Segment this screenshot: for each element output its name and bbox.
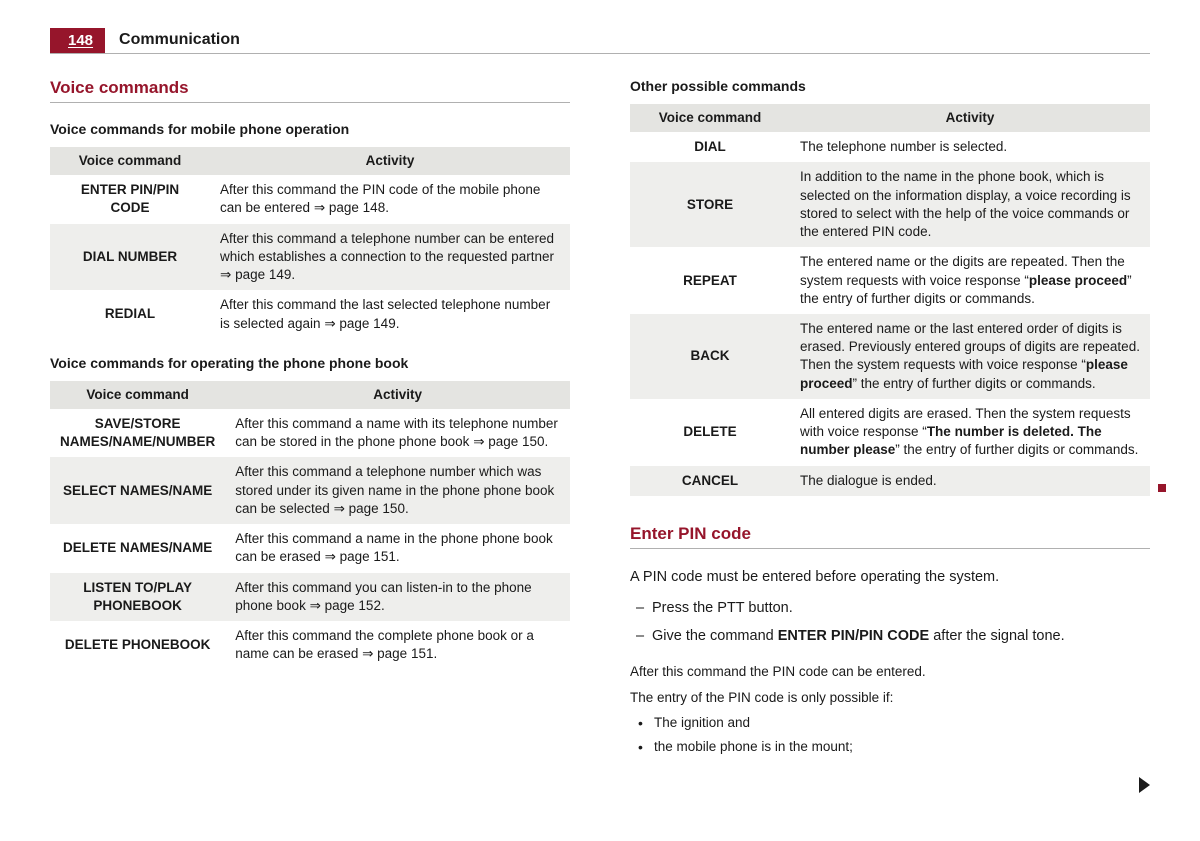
voice-command-cell: REDIAL [50,290,210,338]
table3-col0: Voice command [630,104,790,132]
voice-command-cell: DELETE PHONEBOOK [50,621,225,669]
pin-after2: The entry of the PIN code is only possib… [630,688,1150,708]
pin-intro: A PIN code must be entered before operat… [630,567,1150,589]
voice-command-cell: CANCEL [630,466,790,496]
table2-row: SAVE/STORE NAMES/NAME/NUMBERAfter this c… [50,409,570,457]
table3-row: DELETEAll entered digits are erased. The… [630,399,1150,466]
table1-caption: Voice commands for mobile phone operatio… [50,121,570,137]
list-item: the mobile phone is in the mount; [630,737,1150,757]
activity-cell: After this command the complete phone bo… [225,621,570,669]
table3-caption: Other possible commands [630,78,1150,94]
voice-command-cell: LISTEN TO/PLAY PHONEBOOK [50,573,225,621]
table2-col1: Activity [225,381,570,409]
section-enter-pin: Enter PIN code [630,524,1150,549]
table1-row: ENTER PIN/PIN CODEAfter this command the… [50,175,570,223]
table2-row: LISTEN TO/PLAY PHONEBOOKAfter this comma… [50,573,570,621]
table1-row: DIAL NUMBERAfter this command a telephon… [50,224,570,291]
activity-cell: After this command a telephone number ca… [210,224,570,291]
section-voice-commands: Voice commands [50,78,570,103]
pin-conditions-list: The ignition and the mobile phone is in t… [630,713,1150,758]
table2-caption: Voice commands for operating the phone p… [50,355,570,371]
activity-cell: After this command the PIN code of the m… [210,175,570,223]
table3-col1: Activity [790,104,1150,132]
table-other-commands: Voice command Activity DIALThe telephone… [630,104,1150,496]
voice-command-cell: DELETE NAMES/NAME [50,524,225,572]
activity-cell: The dialogue is ended. [790,466,1150,496]
list-item: The ignition and [630,713,1150,733]
voice-command-cell: SAVE/STORE NAMES/NAME/NUMBER [50,409,225,457]
voice-command-cell: REPEAT [630,247,790,314]
continue-arrow-icon [1139,777,1150,793]
activity-cell: After this command the last selected tel… [210,290,570,338]
list-item: Give the command ENTER PIN/PIN CODE afte… [630,626,1150,648]
chapter-title: Communication [119,31,240,51]
table2-row: SELECT NAMES/NAMEAfter this command a te… [50,457,570,524]
table-mobile-operation: Voice command Activity ENTER PIN/PIN COD… [50,147,570,339]
voice-command-cell: SELECT NAMES/NAME [50,457,225,524]
page-number-badge: 148 [50,28,105,53]
activity-cell: After this command a name with its telep… [225,409,570,457]
activity-cell: After this command a name in the phone p… [225,524,570,572]
table3-row: STOREIn addition to the name in the phon… [630,162,1150,247]
activity-cell: In addition to the name in the phone boo… [790,162,1150,247]
table1-col1: Activity [210,147,570,175]
voice-command-cell: DIAL [630,132,790,162]
activity-cell: The telephone number is selected. [790,132,1150,162]
activity-cell: After this command you can listen-in to … [225,573,570,621]
table2-row: DELETE PHONEBOOKAfter this command the c… [50,621,570,669]
activity-cell: The entered name or the digits are repea… [790,247,1150,314]
list-item: Press the PTT button. [630,598,1150,620]
page-header: 148 Communication [50,28,1150,54]
table1-col0: Voice command [50,147,210,175]
section-end-marker-icon [1158,484,1166,492]
table3-row: REPEATThe entered name or the digits are… [630,247,1150,314]
table3-row: CANCELThe dialogue is ended. [630,466,1150,496]
table2-row: DELETE NAMES/NAMEAfter this command a na… [50,524,570,572]
pin-steps-list: Press the PTT button. Give the command EN… [630,598,1150,648]
voice-command-cell: ENTER PIN/PIN CODE [50,175,210,223]
activity-cell: The entered name or the last entered ord… [790,314,1150,399]
table3-row: BACKThe entered name or the last entered… [630,314,1150,399]
voice-command-cell: STORE [630,162,790,247]
activity-cell: After this command a telephone number wh… [225,457,570,524]
table3-row: DIALThe telephone number is selected. [630,132,1150,162]
table2-col0: Voice command [50,381,225,409]
table1-row: REDIALAfter this command the last select… [50,290,570,338]
table-phonebook: Voice command Activity SAVE/STORE NAMES/… [50,381,570,670]
activity-cell: All entered digits are erased. Then the … [790,399,1150,466]
voice-command-cell: DIAL NUMBER [50,224,210,291]
voice-command-cell: BACK [630,314,790,399]
voice-command-cell: DELETE [630,399,790,466]
pin-after1: After this command the PIN code can be e… [630,662,1150,682]
